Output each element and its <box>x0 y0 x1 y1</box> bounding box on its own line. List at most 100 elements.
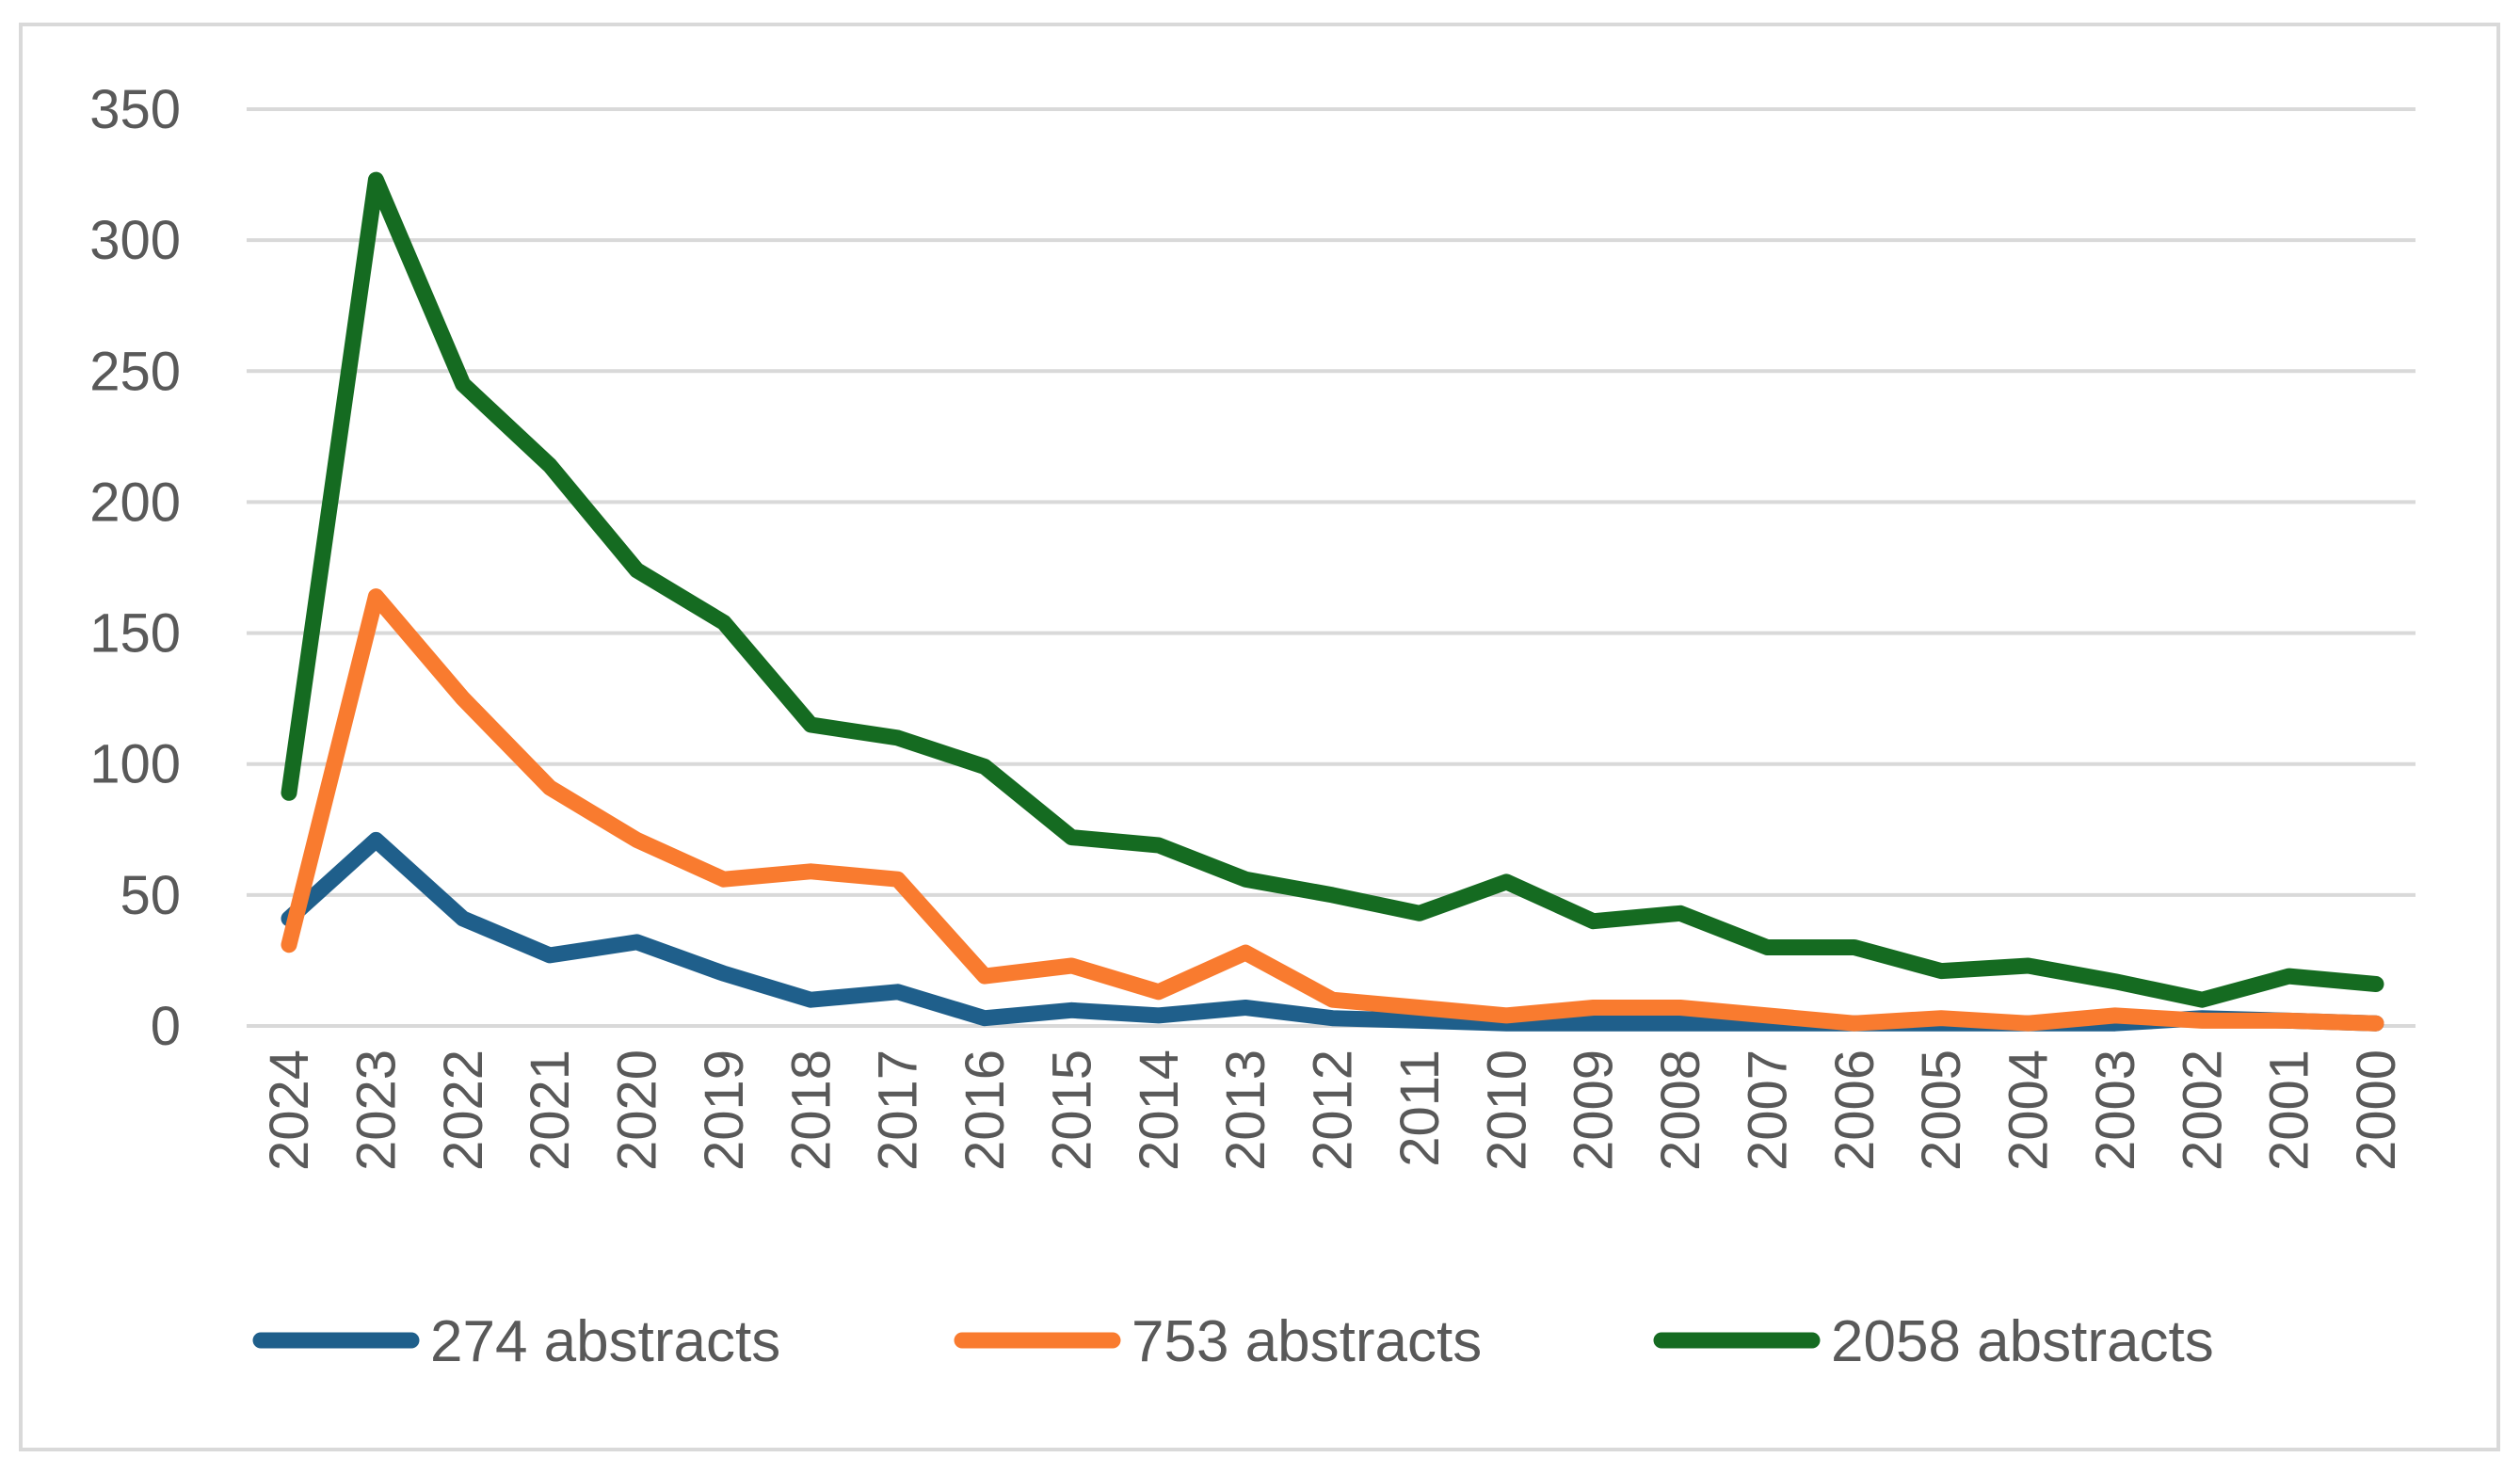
data-point <box>375 179 377 181</box>
x-tick-label: 2021 <box>520 1049 581 1171</box>
data-point <box>2028 1022 2030 1024</box>
x-tick-label: 2023 <box>345 1049 407 1171</box>
x-tick-label: 2008 <box>1650 1049 1711 1171</box>
x-tick-label: 2011 <box>1389 1049 1451 1167</box>
data-point <box>1419 1019 1421 1021</box>
chart-frame <box>19 23 2500 1451</box>
data-point <box>549 464 551 466</box>
data-point <box>1244 952 1246 953</box>
data-point <box>1419 1007 1421 1009</box>
data-point <box>462 918 464 920</box>
data-point <box>1158 1015 1160 1017</box>
data-point <box>1070 837 1072 839</box>
data-point <box>1940 1017 1942 1019</box>
legend-label-2: 753 abstracts <box>1132 1309 1482 1374</box>
data-point <box>810 724 811 726</box>
y-tick-label: 50 <box>120 865 181 926</box>
data-point <box>375 596 377 598</box>
x-tick-label: 2024 <box>259 1049 320 1171</box>
data-point <box>1332 999 1334 1001</box>
data-point <box>1593 1007 1595 1009</box>
x-tick-label: 2015 <box>1041 1049 1102 1171</box>
data-point <box>897 878 899 880</box>
data-point <box>1766 947 1768 949</box>
data-point <box>1854 947 1855 949</box>
data-point <box>2201 999 2203 1001</box>
x-tick-label: 2004 <box>1998 1049 2060 1171</box>
data-point <box>2114 1015 2116 1017</box>
y-tick-label: 0 <box>151 996 181 1057</box>
y-tick-label: 100 <box>89 734 181 795</box>
x-tick-label: 2010 <box>1476 1049 1537 1171</box>
data-point <box>897 991 899 993</box>
data-point <box>1070 1009 1072 1011</box>
data-point <box>2114 981 2116 983</box>
data-point <box>984 975 986 977</box>
x-tick-label: 2017 <box>868 1049 929 1171</box>
y-tick-label: 350 <box>89 79 181 140</box>
series-line-2 <box>281 588 2384 1032</box>
data-point <box>984 1017 986 1019</box>
data-point <box>1244 1007 1246 1009</box>
data-point <box>1158 844 1160 846</box>
data-point <box>1854 1022 1855 1024</box>
data-point <box>1679 1007 1681 1009</box>
data-point <box>549 954 551 956</box>
data-point <box>723 621 725 623</box>
data-point <box>1419 912 1421 914</box>
series-line-3 <box>281 171 2384 1008</box>
series-layer <box>281 171 2384 1032</box>
legend-label-3: 2058 abstracts <box>1831 1309 2214 1374</box>
y-tick-label: 150 <box>89 603 181 665</box>
data-point <box>1766 1015 1768 1017</box>
x-tick-label: 2022 <box>433 1049 494 1171</box>
x-tick-label: 2009 <box>1564 1049 1625 1171</box>
legend: 274 abstracts 753 abstracts 2058 abstracts <box>252 1309 2214 1374</box>
data-point <box>1158 991 1160 993</box>
data-point <box>2288 975 2290 977</box>
data-point <box>723 972 725 974</box>
data-point <box>1070 965 1072 967</box>
data-point <box>2201 1019 2203 1021</box>
data-point <box>636 839 638 841</box>
x-tick-label: 2012 <box>1303 1049 1364 1171</box>
x-tick-label: 2005 <box>1911 1049 1972 1171</box>
data-point <box>897 737 899 739</box>
data-point <box>2375 983 2377 985</box>
data-point <box>288 792 290 793</box>
data-point <box>1679 912 1681 914</box>
data-point <box>1593 1022 1595 1024</box>
data-point <box>636 569 638 571</box>
y-tick-label: 250 <box>89 341 181 402</box>
x-axis-ticks: 2024 2023 2022 2021 2020 2019 2018 2017 2016 2015… <box>259 1049 2407 1171</box>
data-point <box>2028 965 2030 967</box>
x-tick-label: 2013 <box>1215 1049 1276 1171</box>
data-point <box>810 871 811 873</box>
data-point <box>1332 1017 1334 1019</box>
x-tick-label: 2020 <box>607 1049 668 1171</box>
data-point <box>636 941 638 943</box>
data-point <box>984 765 986 767</box>
x-tick-label: 2001 <box>2259 1049 2320 1171</box>
data-point <box>1244 878 1246 880</box>
x-tick-label: 2018 <box>780 1049 842 1171</box>
data-point <box>549 787 551 789</box>
x-tick-label: 2002 <box>2172 1049 2233 1171</box>
data-point <box>1505 881 1507 883</box>
data-point <box>1332 894 1334 896</box>
data-point <box>1505 1015 1507 1017</box>
legend-label-1: 274 abstracts <box>430 1309 780 1374</box>
data-point <box>462 383 464 385</box>
data-point <box>1593 921 1595 922</box>
y-tick-label: 300 <box>89 210 181 271</box>
data-point <box>462 697 464 699</box>
x-tick-label: 2016 <box>955 1049 1016 1171</box>
data-point <box>723 878 725 880</box>
x-tick-label: 2019 <box>694 1049 755 1171</box>
data-point <box>810 999 811 1001</box>
data-point <box>2375 1022 2377 1024</box>
x-tick-label: 2003 <box>2085 1049 2146 1171</box>
data-point <box>288 944 290 946</box>
x-tick-label: 2014 <box>1129 1049 1190 1171</box>
